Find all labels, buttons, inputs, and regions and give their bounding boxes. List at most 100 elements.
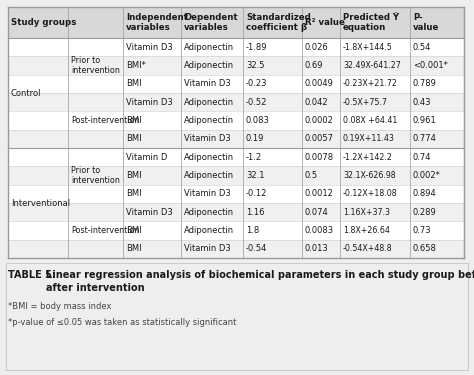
Bar: [8, 7, 464, 258]
Text: P-
value: P- value: [413, 13, 439, 32]
Text: 0.74: 0.74: [413, 153, 431, 162]
Text: *BMI = body mass index: *BMI = body mass index: [8, 302, 111, 311]
Bar: [8, 75, 464, 93]
Text: Prior to
intervention: Prior to intervention: [71, 56, 120, 75]
Text: Post-intervention: Post-intervention: [71, 226, 139, 235]
Text: BMI: BMI: [126, 189, 142, 198]
Text: 0.083: 0.083: [246, 116, 270, 125]
Bar: [8, 111, 464, 130]
Text: 0.0012: 0.0012: [305, 189, 334, 198]
Text: Vitamin D3: Vitamin D3: [126, 208, 173, 217]
Text: Independent
variables: Independent variables: [126, 13, 188, 32]
Text: 0.19: 0.19: [246, 134, 264, 143]
Bar: [8, 38, 464, 56]
Text: 0.0078: 0.0078: [305, 153, 334, 162]
Bar: [8, 166, 464, 184]
Bar: [8, 240, 464, 258]
Text: 0.289: 0.289: [413, 208, 437, 217]
Text: 0.789: 0.789: [413, 80, 437, 88]
Text: 1.16X+37.3: 1.16X+37.3: [343, 208, 390, 217]
Text: 0.73: 0.73: [413, 226, 432, 235]
Text: 1.16: 1.16: [246, 208, 264, 217]
Text: Vitamin D3: Vitamin D3: [184, 134, 231, 143]
Text: 0.19X+11.43: 0.19X+11.43: [343, 134, 395, 143]
Text: 32.1X-626.98: 32.1X-626.98: [343, 171, 396, 180]
Text: 0.894: 0.894: [413, 189, 437, 198]
Text: 0.658: 0.658: [413, 244, 437, 254]
Text: 0.0002: 0.0002: [305, 116, 334, 125]
Text: Adiponectin: Adiponectin: [184, 153, 234, 162]
Text: Vitamin D3: Vitamin D3: [184, 189, 231, 198]
Bar: [8, 93, 464, 111]
Text: Vitamin D3: Vitamin D3: [126, 43, 173, 52]
Text: -0.54X+48.8: -0.54X+48.8: [343, 244, 392, 254]
Text: 0.002*: 0.002*: [413, 171, 441, 180]
Bar: [8, 130, 464, 148]
Text: Control: Control: [11, 88, 42, 98]
Text: 0.0057: 0.0057: [305, 134, 334, 143]
Text: BMI: BMI: [126, 171, 142, 180]
Text: Prior to
intervention: Prior to intervention: [71, 166, 120, 185]
Text: 0.074: 0.074: [305, 208, 329, 217]
Text: Adiponectin: Adiponectin: [184, 98, 234, 106]
Text: Study groups: Study groups: [11, 18, 76, 27]
Text: 0.961: 0.961: [413, 116, 437, 125]
Text: Adiponectin: Adiponectin: [184, 43, 234, 52]
Text: R² value: R² value: [305, 18, 345, 27]
Text: 0.026: 0.026: [305, 43, 329, 52]
Bar: [8, 56, 464, 75]
Text: -1.8X+144.5: -1.8X+144.5: [343, 43, 393, 52]
Text: Linear regression analysis of biochemical parameters in each study group before : Linear regression analysis of biochemica…: [46, 270, 474, 293]
Bar: [8, 7, 464, 38]
Text: 0.013: 0.013: [305, 244, 329, 254]
Text: Predicted Ŷ
equation: Predicted Ŷ equation: [343, 13, 399, 32]
Text: BMI: BMI: [126, 116, 142, 125]
Text: Interventional: Interventional: [11, 198, 70, 207]
Text: BMI: BMI: [126, 226, 142, 235]
Text: Vitamin D3: Vitamin D3: [184, 244, 231, 254]
Text: Dependent
variables: Dependent variables: [184, 13, 237, 32]
Text: 32.5: 32.5: [246, 61, 264, 70]
Text: -0.52: -0.52: [246, 98, 267, 106]
Bar: [8, 221, 464, 240]
Text: 0.54: 0.54: [413, 43, 431, 52]
Text: 0.0083: 0.0083: [305, 226, 334, 235]
Text: Vitamin D3: Vitamin D3: [184, 80, 231, 88]
Text: 1.8X+26.64: 1.8X+26.64: [343, 226, 390, 235]
Text: 32.49X-641.27: 32.49X-641.27: [343, 61, 401, 70]
Text: -0.5X+75.7: -0.5X+75.7: [343, 98, 388, 106]
Bar: [8, 184, 464, 203]
Text: Standardized
coefficient β: Standardized coefficient β: [246, 13, 311, 32]
Text: 0.69: 0.69: [305, 61, 323, 70]
Text: 1.8: 1.8: [246, 226, 259, 235]
Text: Adiponectin: Adiponectin: [184, 208, 234, 217]
Text: BMI: BMI: [126, 134, 142, 143]
Text: BMI: BMI: [126, 80, 142, 88]
Text: -0.23: -0.23: [246, 80, 267, 88]
Text: Post-intervention: Post-intervention: [71, 116, 139, 125]
Text: Adiponectin: Adiponectin: [184, 61, 234, 70]
Text: 0.042: 0.042: [305, 98, 328, 106]
Text: 0.08X +64.41: 0.08X +64.41: [343, 116, 397, 125]
Text: -0.12: -0.12: [246, 189, 267, 198]
Bar: [8, 203, 464, 221]
Text: BMI: BMI: [126, 244, 142, 254]
Text: -1.89: -1.89: [246, 43, 267, 52]
Text: 0.5: 0.5: [305, 171, 318, 180]
Text: -1.2X+142.2: -1.2X+142.2: [343, 153, 393, 162]
Text: 0.0049: 0.0049: [305, 80, 334, 88]
Text: -0.54: -0.54: [246, 244, 267, 254]
Text: 0.43: 0.43: [413, 98, 431, 106]
Text: -0.12X+18.08: -0.12X+18.08: [343, 189, 398, 198]
Text: 32.1: 32.1: [246, 171, 264, 180]
Text: -0.23X+21.72: -0.23X+21.72: [343, 80, 398, 88]
Text: Vitamin D: Vitamin D: [126, 153, 167, 162]
Text: Adiponectin: Adiponectin: [184, 116, 234, 125]
Text: BMI*: BMI*: [126, 61, 146, 70]
Text: TABLE 5:: TABLE 5:: [8, 270, 59, 280]
Text: *p-value of ≤0.05 was taken as statistically significant: *p-value of ≤0.05 was taken as statistic…: [8, 318, 237, 327]
Bar: [0, 258, 474, 375]
Text: <0.001*: <0.001*: [413, 61, 448, 70]
Text: 0.774: 0.774: [413, 134, 437, 143]
Text: Adiponectin: Adiponectin: [184, 171, 234, 180]
